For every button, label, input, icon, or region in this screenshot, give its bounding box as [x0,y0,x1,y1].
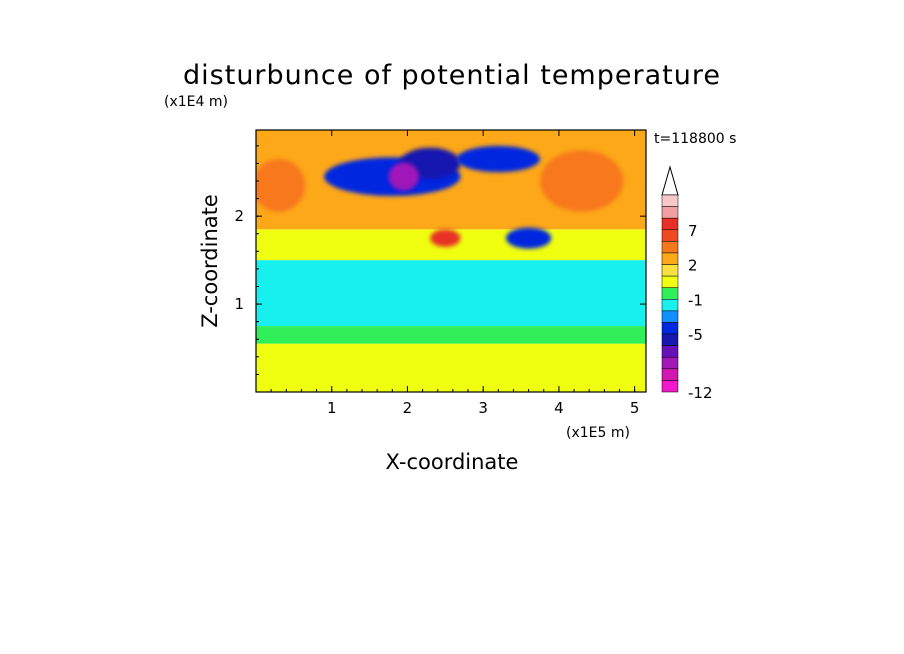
colorbar-arrow [661,165,679,196]
colorbar-level [661,252,679,265]
x-tick-label: 2 [403,399,413,417]
colorbar-level [661,356,679,370]
colorbar-level [661,217,679,231]
colorbar-tick-label: -12 [688,384,713,402]
colorbar-level [661,322,679,335]
colorbar-level [661,229,679,242]
x-tick-label: 4 [554,399,564,417]
x-tick-label: 5 [630,399,640,417]
field-blob-9 [388,162,419,191]
x-tick-label: 1 [327,399,337,417]
field-layer-0 [256,343,646,392]
x-axis-label: X-coordinate [386,450,519,474]
colorbar-tick-label: 7 [688,222,698,240]
heatmap-field [256,130,646,392]
colorbar-level [661,241,679,254]
y-unit-label: (x1E4 m) [164,94,228,110]
x-tick-label: 3 [478,399,488,417]
colorbar-level [661,380,679,393]
y-axis-label: Z-coordinate [198,194,222,328]
field-blob-11 [505,227,552,249]
colorbar-level [661,206,679,219]
chart-title: disturbunce of potential temperature [183,60,721,91]
y-tick-label: 1 [234,295,244,313]
colorbar-level [661,287,679,300]
colorbar-level [661,299,679,312]
field-blob-10 [456,145,540,173]
colorbar-tick-label: 2 [688,257,698,275]
colorbar-tick-label: -1 [688,291,703,309]
colorbar-level [661,194,679,207]
y-tick-label: 2 [234,207,244,225]
colorbar-level [661,345,679,358]
colorbar-level [661,310,679,323]
field-blob-6 [256,159,306,212]
x-unit-label: (x1E5 m) [566,425,630,441]
colorbar-level [661,264,679,277]
colorbar-tick-label: -5 [688,326,703,344]
colorbar-level [661,368,679,381]
field-blob-5 [539,150,624,212]
field-blob-12 [430,229,461,247]
colorbar-level [661,275,679,288]
field-layer-1 [256,326,646,344]
field-layer-2 [256,260,646,327]
time-label: t=118800 s [654,131,736,147]
colorbar-level [661,333,679,346]
axis-ticks: 1 2 3 4 5 1 2 [234,130,646,417]
plot-frame [255,129,647,393]
colorbar: 7 2 -1 -5 -12 [661,165,713,402]
